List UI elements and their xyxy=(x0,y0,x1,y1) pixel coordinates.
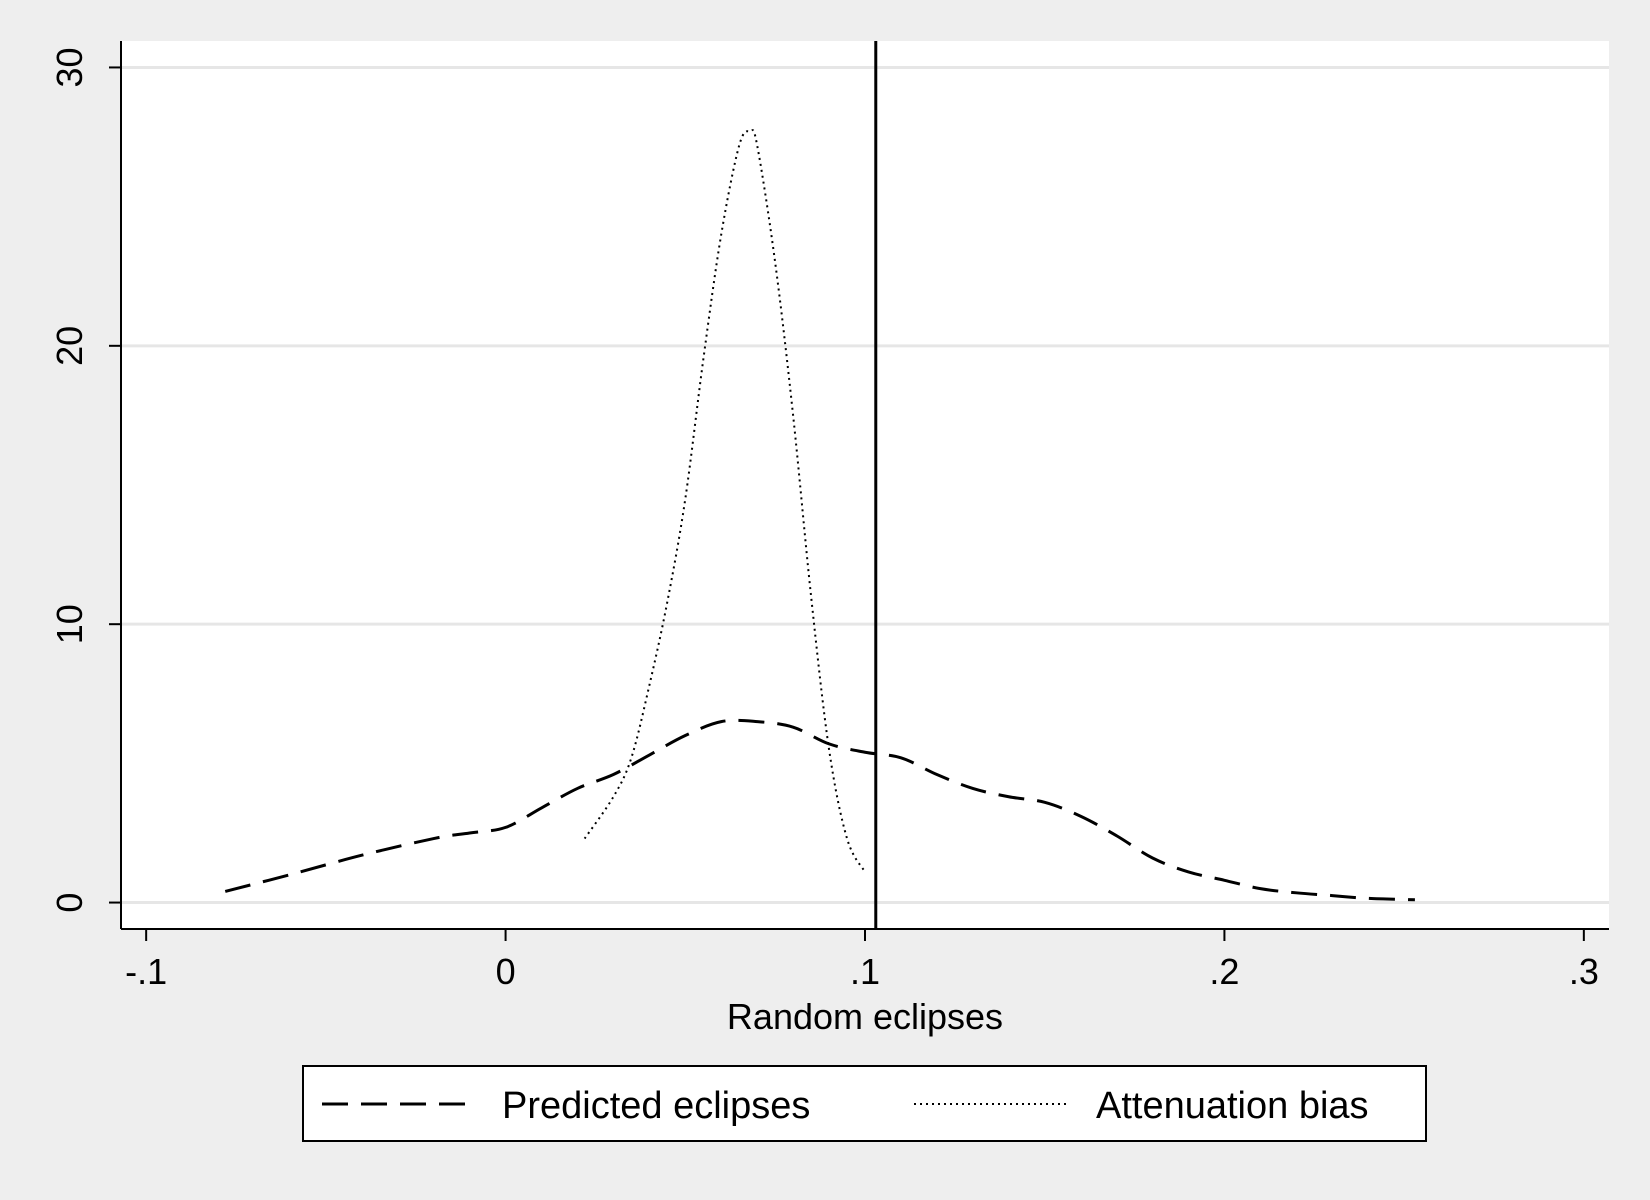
x-axis-title: Random eclipses xyxy=(727,996,1003,1037)
legend: Predicted eclipses Attenuation bias xyxy=(302,1065,1427,1142)
x-tick-label: .3 xyxy=(1569,951,1599,992)
y-tick-label: 20 xyxy=(49,326,90,366)
x-tick-label: -.1 xyxy=(125,951,167,992)
legend-label-predicted-eclipses: Predicted eclipses xyxy=(502,1085,810,1127)
x-tick-label: 0 xyxy=(496,951,516,992)
series xyxy=(224,41,1415,929)
axes: 0 10 20 30 -.1 0 .1 .2 .3 xyxy=(49,41,1609,992)
y-tick-label: 10 xyxy=(49,604,90,644)
x-tick-label: .2 xyxy=(1209,951,1239,992)
y-tick-label: 0 xyxy=(49,893,90,913)
y-tick-label: 30 xyxy=(49,47,90,87)
legend-label-attenuation-bias: Attenuation bias xyxy=(1096,1085,1369,1127)
legend-box xyxy=(302,1065,1427,1142)
series-line-predicted-eclipses xyxy=(224,718,1415,902)
gridlines xyxy=(121,65,1609,905)
x-tick-label: .1 xyxy=(850,951,880,992)
plot-area xyxy=(121,41,1609,929)
series-line-attenuation-bias xyxy=(583,129,866,873)
